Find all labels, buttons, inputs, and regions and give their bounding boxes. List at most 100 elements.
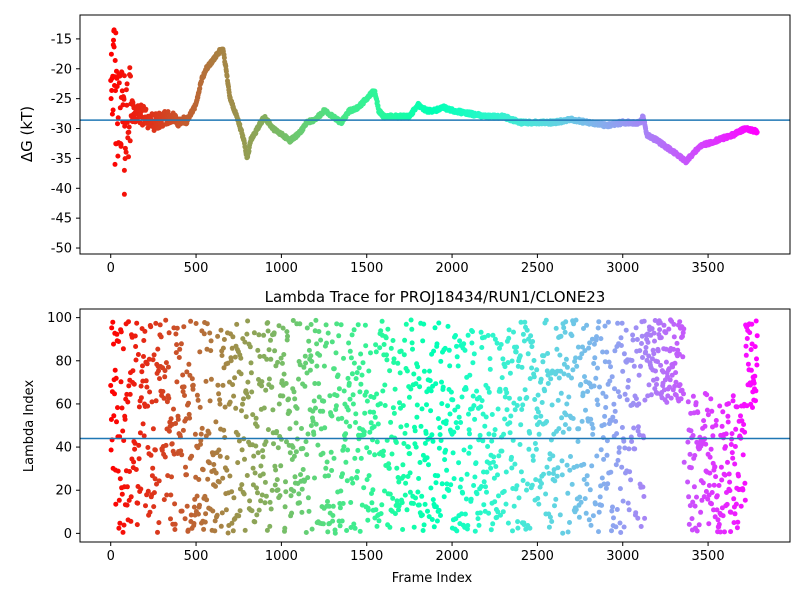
lambda-point [134,320,140,326]
lambda-point [425,508,430,514]
delta-g-ylabel: ΔG (kT) [18,106,36,162]
lambda-point [716,521,722,527]
lambda-point [419,512,425,518]
lambda-point [333,403,339,409]
lambda-point [582,374,587,380]
lambda-point [681,391,686,397]
lambda-point [617,520,623,526]
lambda-point [676,351,682,357]
lambda-point [149,399,155,405]
lambda-point [531,374,537,380]
lambda-point [228,358,234,364]
lambda-point [576,514,582,520]
lambda-point [317,352,323,358]
lambda-point [116,339,122,344]
lambda-point [362,322,368,328]
lambda-point [178,448,184,454]
lambda-point [499,375,505,381]
lambda-point [754,362,760,368]
lambda-point [181,324,187,330]
lambda-point [330,503,336,509]
lambda-point [610,504,615,510]
lambda-point [620,498,626,504]
lambda-point [438,438,444,443]
lambda-point [559,472,565,478]
lambda-point [161,497,167,503]
lambda-frame [79,308,791,543]
lambda-point [692,453,698,458]
delta-g-point [113,30,119,36]
lambda-point [397,400,402,406]
lambda-point [488,465,494,471]
lambda-point [126,319,131,325]
lambda-point [617,394,623,400]
lambda-point [397,370,403,376]
lambda-point [402,492,408,498]
lambda-point [278,355,284,361]
lambda-point [643,345,649,350]
lambda-point [236,438,242,444]
delta-g-point [151,128,157,133]
lambda-point [116,497,122,503]
lambda-point [130,368,136,374]
lambda-point [638,363,643,369]
lambda-point [470,360,476,366]
lambda-point [391,410,397,416]
lambda-point [195,445,201,451]
lambda-point [409,340,415,346]
lambda-point [735,519,741,525]
lambda-point [287,450,293,456]
lambda-point [591,383,597,389]
lambda-point [553,496,559,502]
lambda-point [345,447,351,453]
lambda-point [574,463,580,469]
lambda-point [207,330,213,336]
lambda-point [233,405,239,411]
lambda-point [597,494,603,500]
lambda-point [168,492,174,498]
lambda-point [727,479,733,485]
lambda-point [313,317,319,323]
lambda-point [703,489,709,494]
lambda-point [376,518,382,524]
lambda-point [371,424,377,430]
lambda-point [119,405,125,411]
lambda-point [467,372,473,378]
lambda-point [275,359,281,365]
lambda-point [453,420,459,426]
lambda-point [247,498,253,504]
lambda-point [430,438,436,444]
lambda-point [592,501,598,507]
lambda-point [600,435,606,441]
lambda-point [728,442,734,447]
lambda-point [109,325,115,331]
lambda-point [184,503,190,509]
lambda-point [351,521,357,527]
lambda-point [235,432,241,438]
lambda-point [206,430,212,436]
delta-g-frame [79,14,791,255]
lambda-point [573,507,579,513]
lambda-point [733,501,739,507]
lambda-point [401,473,407,479]
lambda-point [329,339,335,345]
lambda-point [292,474,298,480]
lambda-point [689,516,695,522]
lambda-point [485,385,491,391]
lambda-point [705,496,711,502]
lambda-point [667,384,672,390]
lambda-point [713,418,719,423]
lambda-point [672,360,678,366]
lambda-point [629,439,635,444]
lambda-point [545,351,551,356]
lambda-point [388,419,394,425]
lambda-point [554,346,560,352]
lambda-point [566,426,572,432]
lambda-point [234,321,240,327]
lambda-point [316,329,322,334]
lambda-point [377,401,383,407]
lambda-point [259,379,265,385]
lambda-point [432,325,438,331]
delta-g-point [143,106,149,112]
lambda-point [290,318,296,323]
